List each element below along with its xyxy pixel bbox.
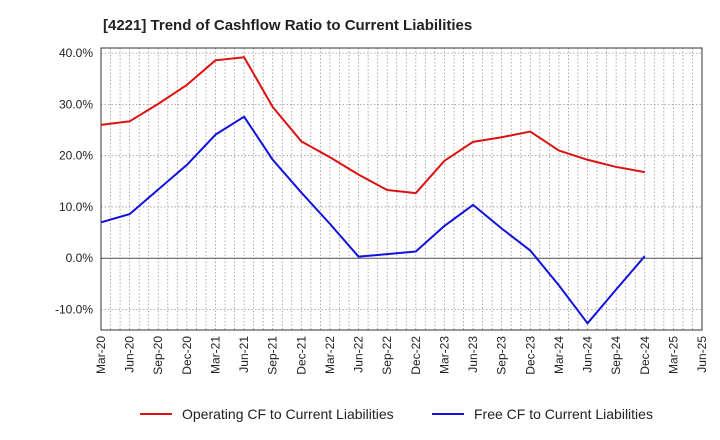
x-tick-label: Dec-22 <box>409 336 423 375</box>
y-tick-label: 40.0% <box>59 46 93 60</box>
x-tick-label: Mar-21 <box>208 336 222 374</box>
x-tick-label: Jun-23 <box>466 336 480 373</box>
x-tick-label: Mar-20 <box>94 336 108 374</box>
x-tick-label: Sep-23 <box>495 336 509 375</box>
series <box>100 56 646 325</box>
x-tick-label: Sep-21 <box>266 336 280 375</box>
x-tick-label: Dec-20 <box>180 336 194 375</box>
x-tick-label: Dec-23 <box>523 336 537 375</box>
chart-title: [4221] Trend of Cashflow Ratio to Curren… <box>103 17 472 34</box>
x-tick-label: Mar-22 <box>323 336 337 374</box>
x-tick-label: Sep-20 <box>151 336 165 375</box>
legend: Operating CF to Current Liabilities Free … <box>140 406 653 422</box>
x-tick-label: Sep-22 <box>380 336 394 375</box>
series-line-1 <box>100 56 645 195</box>
x-tick-labels: Mar-20 Jun-20 Sep-20 Dec-20 Mar-21 Jun-21 Sep-… <box>94 336 709 375</box>
y-tick-label: 0.0% <box>66 251 94 265</box>
x-tick-label: Mar-23 <box>437 336 451 374</box>
axes <box>100 47 703 331</box>
series-line-2 <box>100 115 646 325</box>
y-tick-labels: -10.0% 0.0% 10.0% 20.0% 30.0% 40.0% <box>55 46 93 316</box>
x-tick-label: Jun-25 <box>695 336 709 373</box>
x-tick-label: Mar-24 <box>552 336 566 374</box>
y-tick-label: 20.0% <box>59 149 93 163</box>
x-tick-label: Jun-22 <box>352 336 366 373</box>
legend-label-2: Free CF to Current Liabilities <box>474 406 653 422</box>
plot-frame <box>100 47 703 331</box>
x-tick-label: Mar-25 <box>666 336 680 374</box>
x-tick-label: Jun-24 <box>581 336 595 373</box>
x-tick-label: Dec-21 <box>294 336 308 375</box>
y-tick-label: -10.0% <box>55 302 93 316</box>
y-tick-label: 30.0% <box>59 97 93 111</box>
legend-label-1: Operating CF to Current Liabilities <box>182 406 394 422</box>
x-tick-label: Jun-20 <box>123 336 137 373</box>
x-tick-label: Sep-24 <box>609 336 623 375</box>
x-tick-label: Jun-21 <box>237 336 251 373</box>
y-tick-label: 10.0% <box>59 200 93 214</box>
x-tick-label: Dec-24 <box>638 336 652 375</box>
grid <box>100 48 703 330</box>
